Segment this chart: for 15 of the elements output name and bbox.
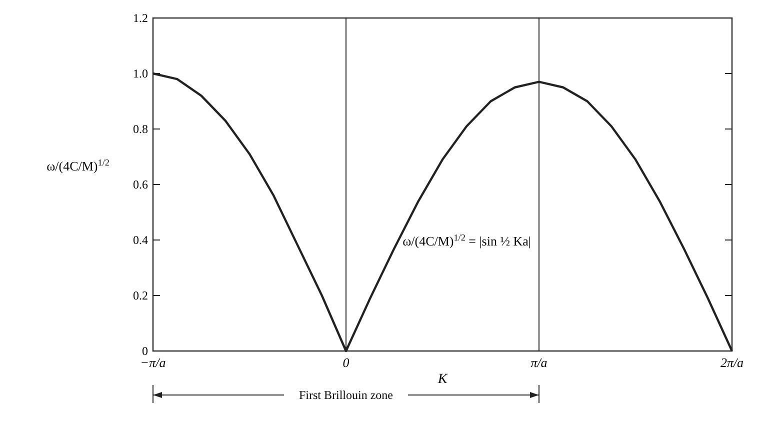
text: First Brillouin zone: [299, 388, 393, 402]
x-tick-label: 2π/a: [720, 355, 744, 370]
y-tick-label: 1.2: [133, 11, 148, 25]
x-axis-title: K: [436, 372, 448, 387]
annotation: ω/(4C/M)$^{1/2}$ = |sin ½ Ka|: [402, 232, 531, 249]
x-tick-label: −π/a: [140, 355, 166, 370]
y-axis-title: ω/(4C/M)$^{1/2}$: [46, 158, 110, 174]
y-tick-label: 0: [142, 344, 148, 358]
y-tick-label: 0.2: [133, 288, 148, 302]
x-tick-label: 0: [342, 355, 350, 370]
y-tick-label: 0.4: [133, 233, 148, 247]
y-tick-label: 1.0: [133, 66, 148, 80]
x-tick-label: π/a: [530, 355, 548, 370]
y-tick-label: 0.6: [133, 178, 148, 192]
y-tick-label: 0.8: [133, 122, 148, 136]
